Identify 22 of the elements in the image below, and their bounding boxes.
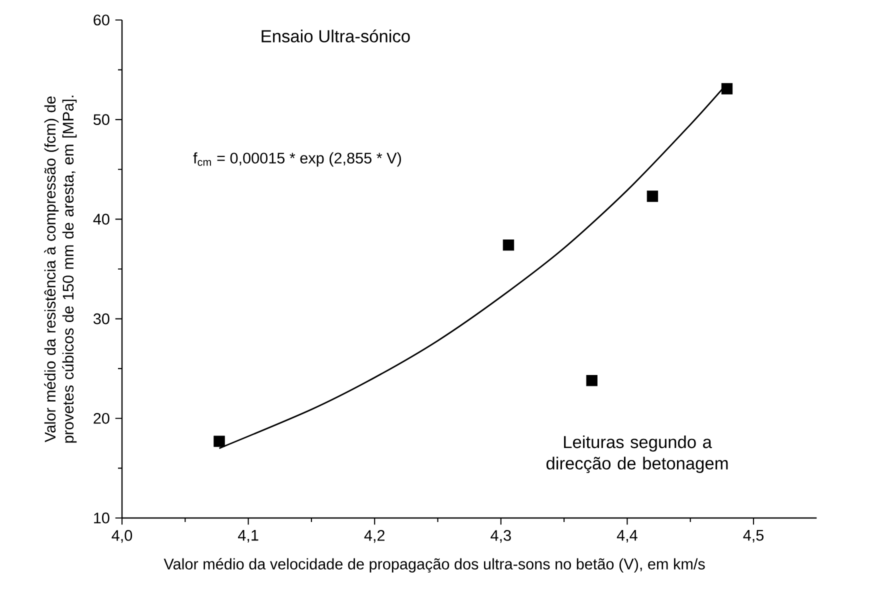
annotation: Leituras segundo a direcção de betonagem xyxy=(546,435,728,474)
x-tick-label: 4,2 xyxy=(364,530,384,543)
x-tick-label: 4,5 xyxy=(743,530,764,543)
point xyxy=(214,436,225,447)
x-tick-label: 4,1 xyxy=(238,530,258,543)
x-tick-label: 4,3 xyxy=(490,530,511,543)
annotation: f$_{cm}$ = 0,00015 * exp (2,855 * V) xyxy=(193,152,401,167)
y-tick-label: 20 xyxy=(94,412,110,424)
y-tick-label: 50 xyxy=(94,114,110,126)
y-tick-label: 30 xyxy=(93,313,110,324)
y-tick-label: 40 xyxy=(93,214,110,225)
x-tick-label: 4,4 xyxy=(616,530,638,543)
y-tick-label: 10 xyxy=(94,512,110,524)
point xyxy=(586,374,598,386)
point xyxy=(502,239,514,251)
x-tick-label: 4,0 xyxy=(112,530,132,543)
y-axis-title: Valor médio da resistência à compressão (fcm) de provetes cúbicos de 150 mm de aresta, em [MPa]. xyxy=(44,96,77,443)
point xyxy=(721,83,733,94)
y-tick-label: 60 xyxy=(94,14,110,26)
chart-title: Ensaio Ultra-sónico xyxy=(262,29,410,42)
x-axis-title: Valor médio da velocidade de propagação dos ultra-sons no betão (V), em km/s xyxy=(164,558,705,573)
point xyxy=(646,190,658,202)
